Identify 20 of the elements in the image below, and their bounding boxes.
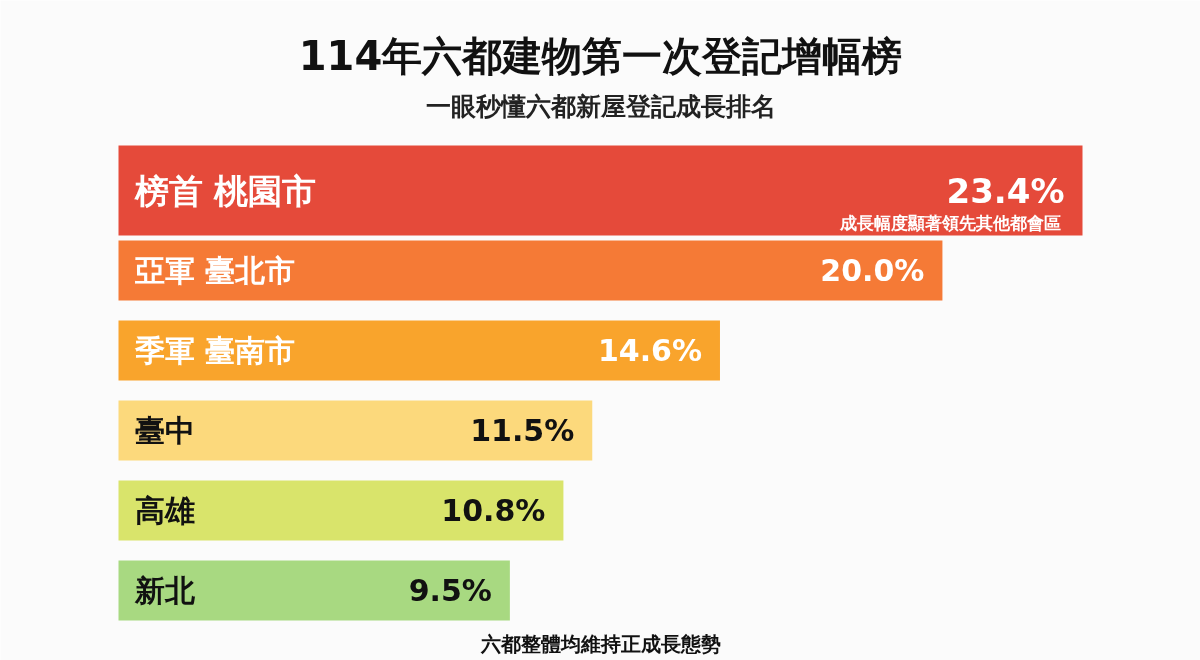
chart-title: 114年六都建物第一次登記增幅榜 xyxy=(298,32,903,79)
bar xyxy=(118,400,593,461)
bar xyxy=(118,480,564,541)
y-tick-label: 榜首 桃園市 xyxy=(133,170,317,211)
data-label: 10.8% xyxy=(441,493,546,528)
bar xyxy=(118,560,510,621)
bar xyxy=(118,240,943,301)
y-tick-label: 亞軍 臺北市 xyxy=(133,253,295,288)
chart-subtitle: 一眼秒懂六都新屋登記成長排名 xyxy=(425,92,776,121)
data-label: 9.5% xyxy=(408,573,492,608)
data-label: 20.0% xyxy=(820,253,925,288)
data-label: 14.6% xyxy=(597,333,702,368)
data-label: 11.5% xyxy=(470,413,575,448)
y-tick-label: 季軍 臺南市 xyxy=(133,333,295,368)
text: 六都整體均維持正成長態勢 xyxy=(479,631,721,656)
y-tick-label: 高雄 xyxy=(134,493,195,528)
data-label: 23.4% xyxy=(946,170,1065,211)
y-tick-label: 臺中 xyxy=(134,413,195,448)
y-tick-label: 新北 xyxy=(133,573,196,608)
annotation: 成長幅度顯著領先其他都會區 xyxy=(838,212,1061,233)
